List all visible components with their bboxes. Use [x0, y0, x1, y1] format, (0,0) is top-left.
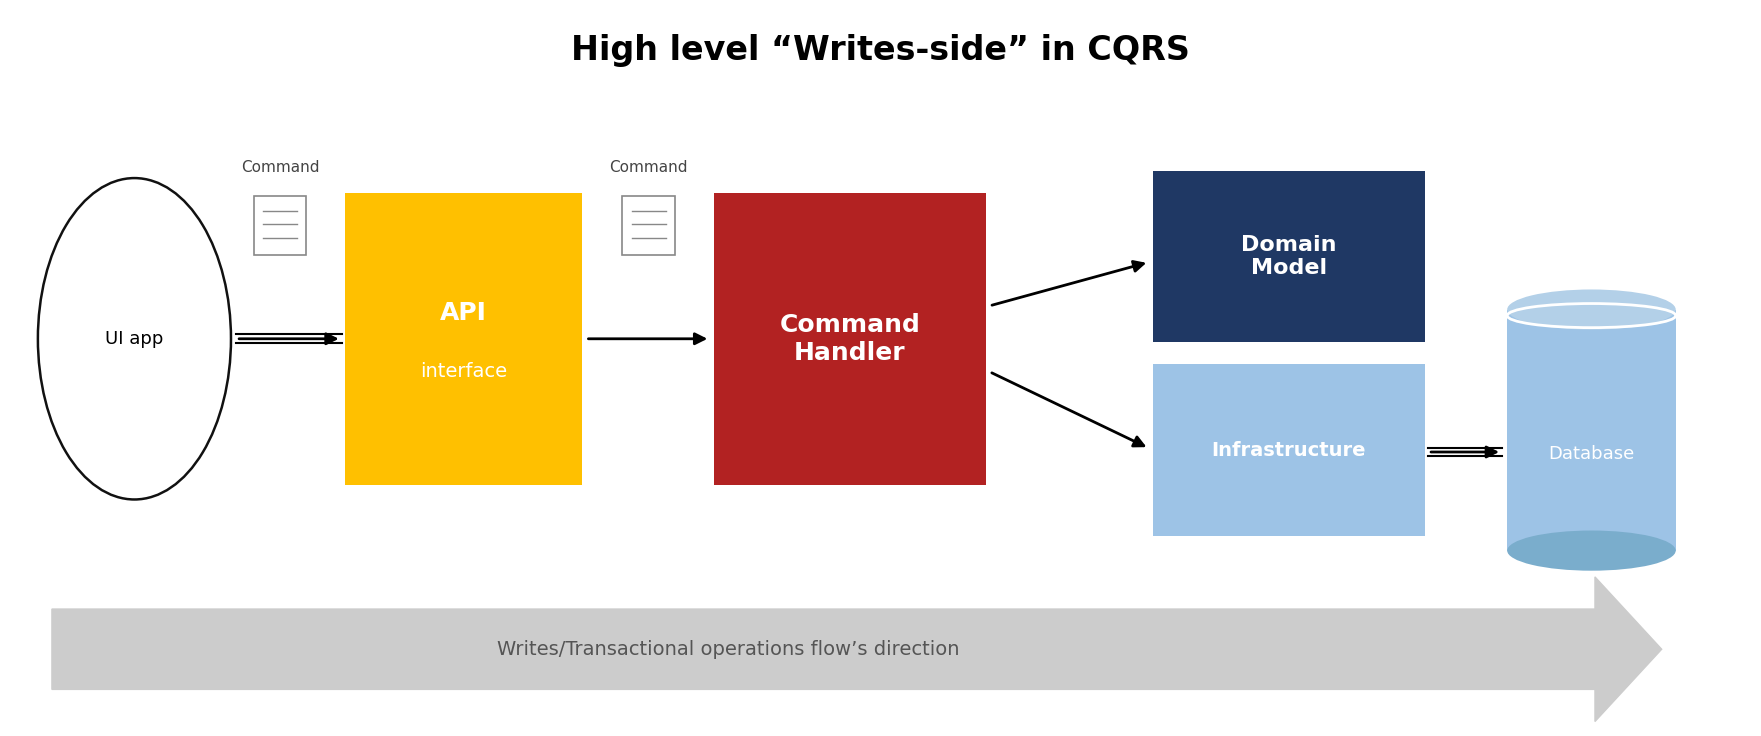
Polygon shape: [51, 577, 1662, 721]
Bar: [1507, 310, 1676, 551]
Bar: [254, 197, 306, 255]
Text: UI app: UI app: [106, 330, 164, 348]
Ellipse shape: [1507, 531, 1676, 570]
Bar: [1153, 171, 1425, 342]
Bar: [345, 193, 583, 485]
Bar: [622, 197, 674, 255]
Ellipse shape: [1507, 289, 1676, 330]
Ellipse shape: [39, 178, 231, 500]
Text: Command: Command: [241, 160, 319, 174]
Text: High level “Writes-side” in CQRS: High level “Writes-side” in CQRS: [571, 34, 1190, 67]
Text: Writes/Transactional operations flow’s direction: Writes/Transactional operations flow’s d…: [497, 640, 960, 659]
Text: Command
Handler: Command Handler: [780, 313, 921, 364]
Text: Infrastructure: Infrastructure: [1212, 441, 1367, 460]
Text: Domain
Model: Domain Model: [1242, 235, 1337, 278]
Bar: [713, 193, 986, 485]
Bar: [1153, 364, 1425, 536]
Text: Command: Command: [609, 160, 689, 174]
Text: interface: interface: [421, 362, 507, 381]
Text: Database: Database: [1548, 445, 1634, 463]
Text: API: API: [440, 301, 488, 325]
